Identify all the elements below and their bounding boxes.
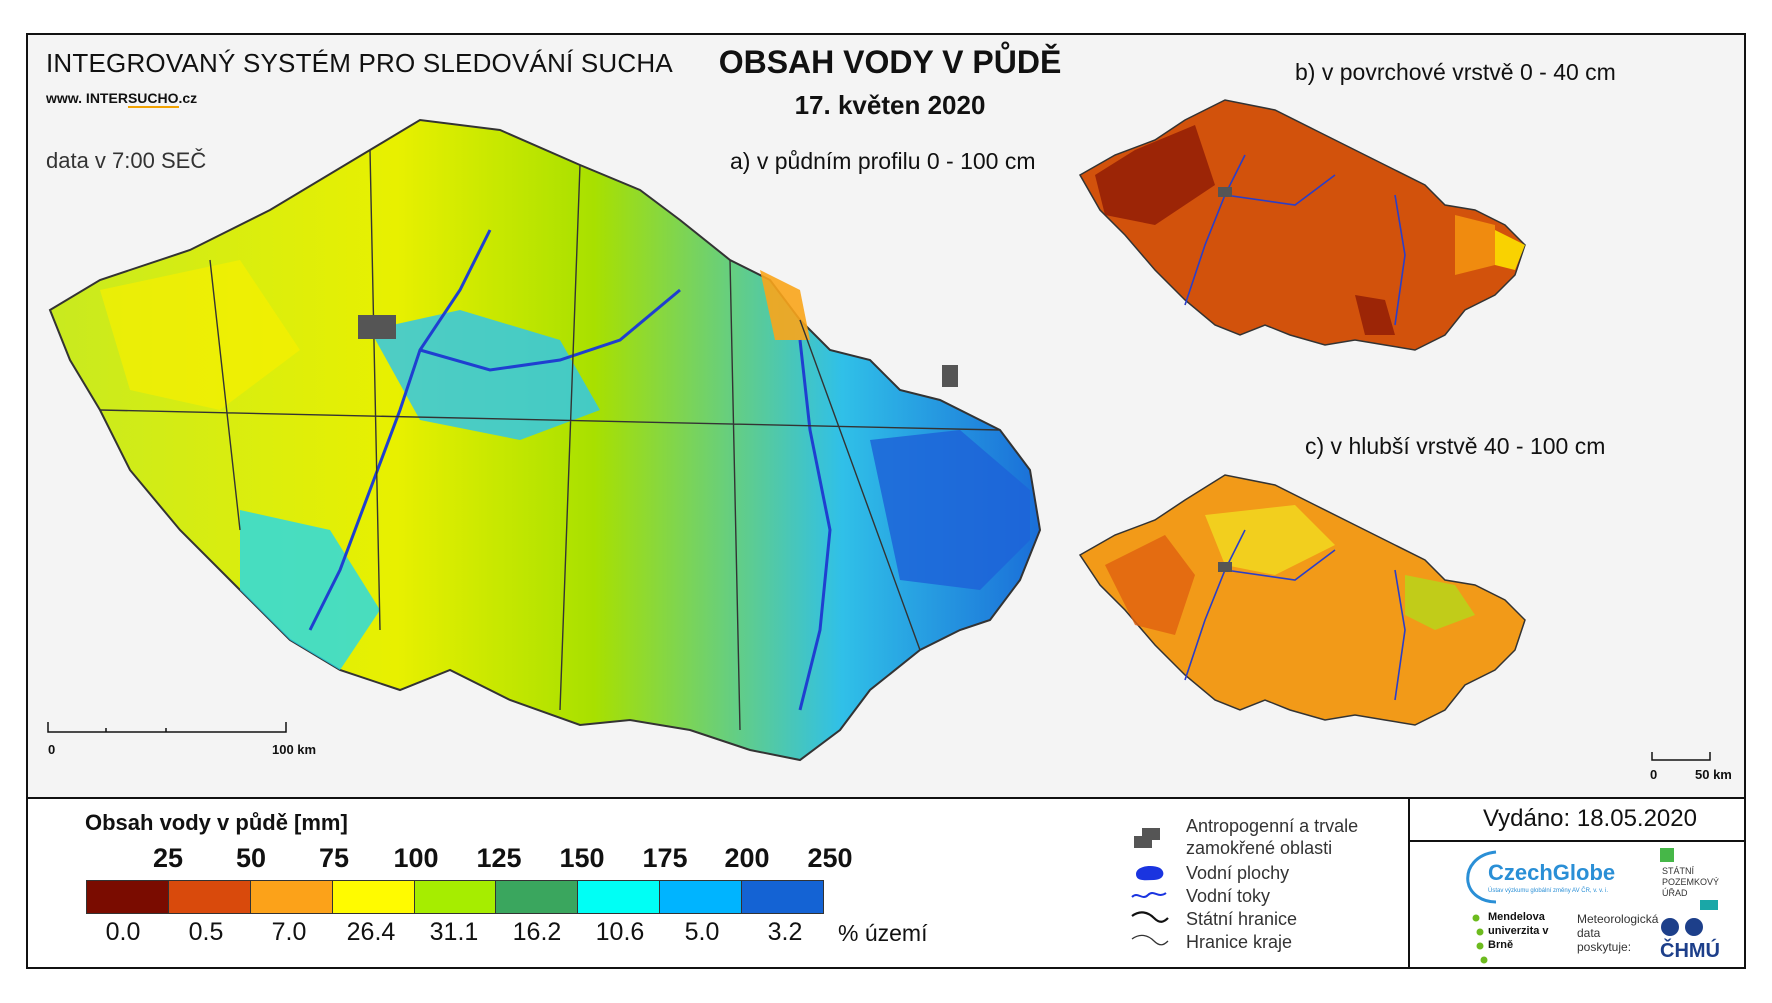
- legend-divider: [1408, 797, 1410, 969]
- legend-threshold: 50: [235, 843, 267, 873]
- czechglobe-logo-icon: [1466, 850, 1497, 904]
- prague-anthropogenic-a: [358, 315, 396, 339]
- blue-region-a: [370, 310, 600, 440]
- legend-threshold: 100: [393, 843, 439, 873]
- spu-logo[interactable]: STÁTNÍ POZEMKOVÝ ÚŘAD: [1662, 866, 1720, 898]
- legend-swatch: [168, 881, 251, 913]
- map-c-label: c) v hlubší vrstvě 40 - 100 cm: [1305, 433, 1606, 459]
- legend-threshold: 250: [807, 843, 853, 873]
- legend-percent: 5.0: [684, 918, 720, 946]
- scale-small-start: 0: [1650, 767, 1658, 782]
- legend-percent: 31.1: [429, 918, 479, 946]
- orange-patch-b: [1455, 215, 1495, 275]
- map-c: [1078, 474, 1526, 726]
- map-b: [1078, 99, 1526, 351]
- legend-swatch: [414, 881, 497, 913]
- scale-small-end: 50 km: [1695, 767, 1732, 782]
- legend-title: Obsah vody v půdě [mm]: [85, 810, 348, 835]
- legend-threshold: 200: [724, 843, 770, 873]
- region-border-a: [99, 149, 1001, 731]
- deep-blue-region-a: [870, 430, 1030, 590]
- ostrava-anthropogenic-a: [942, 365, 958, 387]
- prague-anthropogenic-c: [1218, 562, 1232, 572]
- stream-icon: [1131, 892, 1167, 898]
- legend-threshold: 175: [642, 843, 688, 873]
- legend-swatch: [332, 881, 415, 913]
- url-suffix: .cz: [178, 90, 198, 106]
- legend-percent: 7.0: [271, 918, 307, 946]
- legend-percent: 0.5: [188, 918, 224, 946]
- map-title: OBSAH VODY V PŮDĚ: [718, 44, 1062, 80]
- map-b-label: b) v povrchové vrstvě 0 - 40 cm: [1295, 59, 1616, 85]
- issued-divider: [1408, 840, 1746, 842]
- rivers-c: [1184, 529, 1406, 701]
- rivers-b: [1184, 154, 1406, 326]
- legend-threshold: 125: [476, 843, 522, 873]
- legend-threshold: 25: [152, 843, 184, 873]
- spu-logo-icon: [1660, 848, 1674, 862]
- scale-main-start: 0: [48, 742, 56, 757]
- legend-percent: 26.4: [346, 918, 396, 946]
- legend-swatch: [87, 881, 169, 913]
- anthropogenic-label: Antropogenní a trvale zamokřené oblasti: [1186, 816, 1359, 858]
- map-a-label: a) v půdním profilu 0 - 100 cm: [730, 148, 1036, 174]
- cyan-region-south-a: [240, 510, 380, 670]
- issued-date: Vydáno: 18.05.2020: [1483, 805, 1697, 832]
- chmu-logo[interactable]: ČHMÚ: [1660, 940, 1720, 962]
- legend-swatch: [742, 881, 824, 913]
- streams-label: Vodní toky: [1186, 886, 1271, 906]
- anthropogenic-icon: [1134, 828, 1160, 848]
- czechglobe-subtitle: Ústav výzkumu globální změny AV ČR, v. v…: [1488, 888, 1609, 894]
- region-border-label: Hranice kraje: [1186, 932, 1293, 952]
- red-orange-region-c: [1105, 535, 1195, 635]
- legend-percent: 0.0: [105, 918, 141, 946]
- dark-red-spot-b: [1355, 295, 1395, 335]
- state-border-icon: [1131, 911, 1169, 923]
- dark-red-region-b: [1095, 125, 1215, 225]
- prague-anthropogenic-b: [1218, 187, 1232, 197]
- yellow-patch-b: [1495, 230, 1525, 270]
- legend-swatch: [660, 881, 743, 913]
- url-prefix: www. INTER: [46, 90, 128, 106]
- scale-bar-main: [47, 722, 287, 733]
- spu-accent-icon: [1700, 900, 1718, 910]
- state-border-label: Státní hranice: [1186, 909, 1298, 929]
- percent-unit-label: % území: [838, 920, 928, 946]
- scale-bar-small: [1651, 752, 1711, 761]
- chmu-logo-icon: [1661, 918, 1703, 936]
- legend-threshold: 75: [318, 843, 350, 873]
- mendelu-logo-icon: [1472, 914, 1488, 964]
- legend-swatch: [496, 881, 579, 913]
- water-body-icon: [1136, 866, 1164, 881]
- river-morava-a: [798, 339, 832, 711]
- map-a: [48, 118, 1042, 762]
- yellow-region-a: [100, 260, 300, 410]
- scale-main-end: 100 km: [272, 742, 317, 757]
- orange-patch-a: [760, 270, 810, 340]
- region-border-icon: [1131, 934, 1169, 946]
- mendelu-logo[interactable]: Mendelova univerzita v Brně: [1488, 911, 1549, 951]
- legend-percent: 16.2: [512, 918, 562, 946]
- legend-swatch: [250, 881, 333, 913]
- website-url[interactable]: www. INTERSUCHO.cz: [46, 90, 198, 108]
- river-vltava-a: [308, 229, 492, 631]
- map-date: 17. květen 2020: [794, 90, 986, 120]
- meteo-data-label: Meteorologická data poskytuje:: [1577, 912, 1659, 954]
- czechglobe-logo[interactable]: CzechGlobe: [1488, 860, 1616, 885]
- system-title: INTEGROVANÝ SYSTÉM PRO SLEDOVÁNÍ SUCHA: [46, 48, 673, 78]
- water-bodies-label: Vodní plochy: [1186, 863, 1290, 883]
- data-time: data v 7:00 SEČ: [46, 148, 207, 173]
- legend-percent: 3.2: [767, 918, 803, 946]
- river-labe-a: [419, 288, 681, 372]
- url-accent: SUCHO: [127, 90, 179, 108]
- yellow-region-c: [1205, 505, 1335, 575]
- legend-color-bar: [86, 880, 824, 914]
- legend-swatch: [578, 881, 661, 913]
- legend-percent: 10.6: [595, 918, 645, 946]
- green-region-c: [1405, 575, 1475, 630]
- legend-threshold: 150: [559, 843, 605, 873]
